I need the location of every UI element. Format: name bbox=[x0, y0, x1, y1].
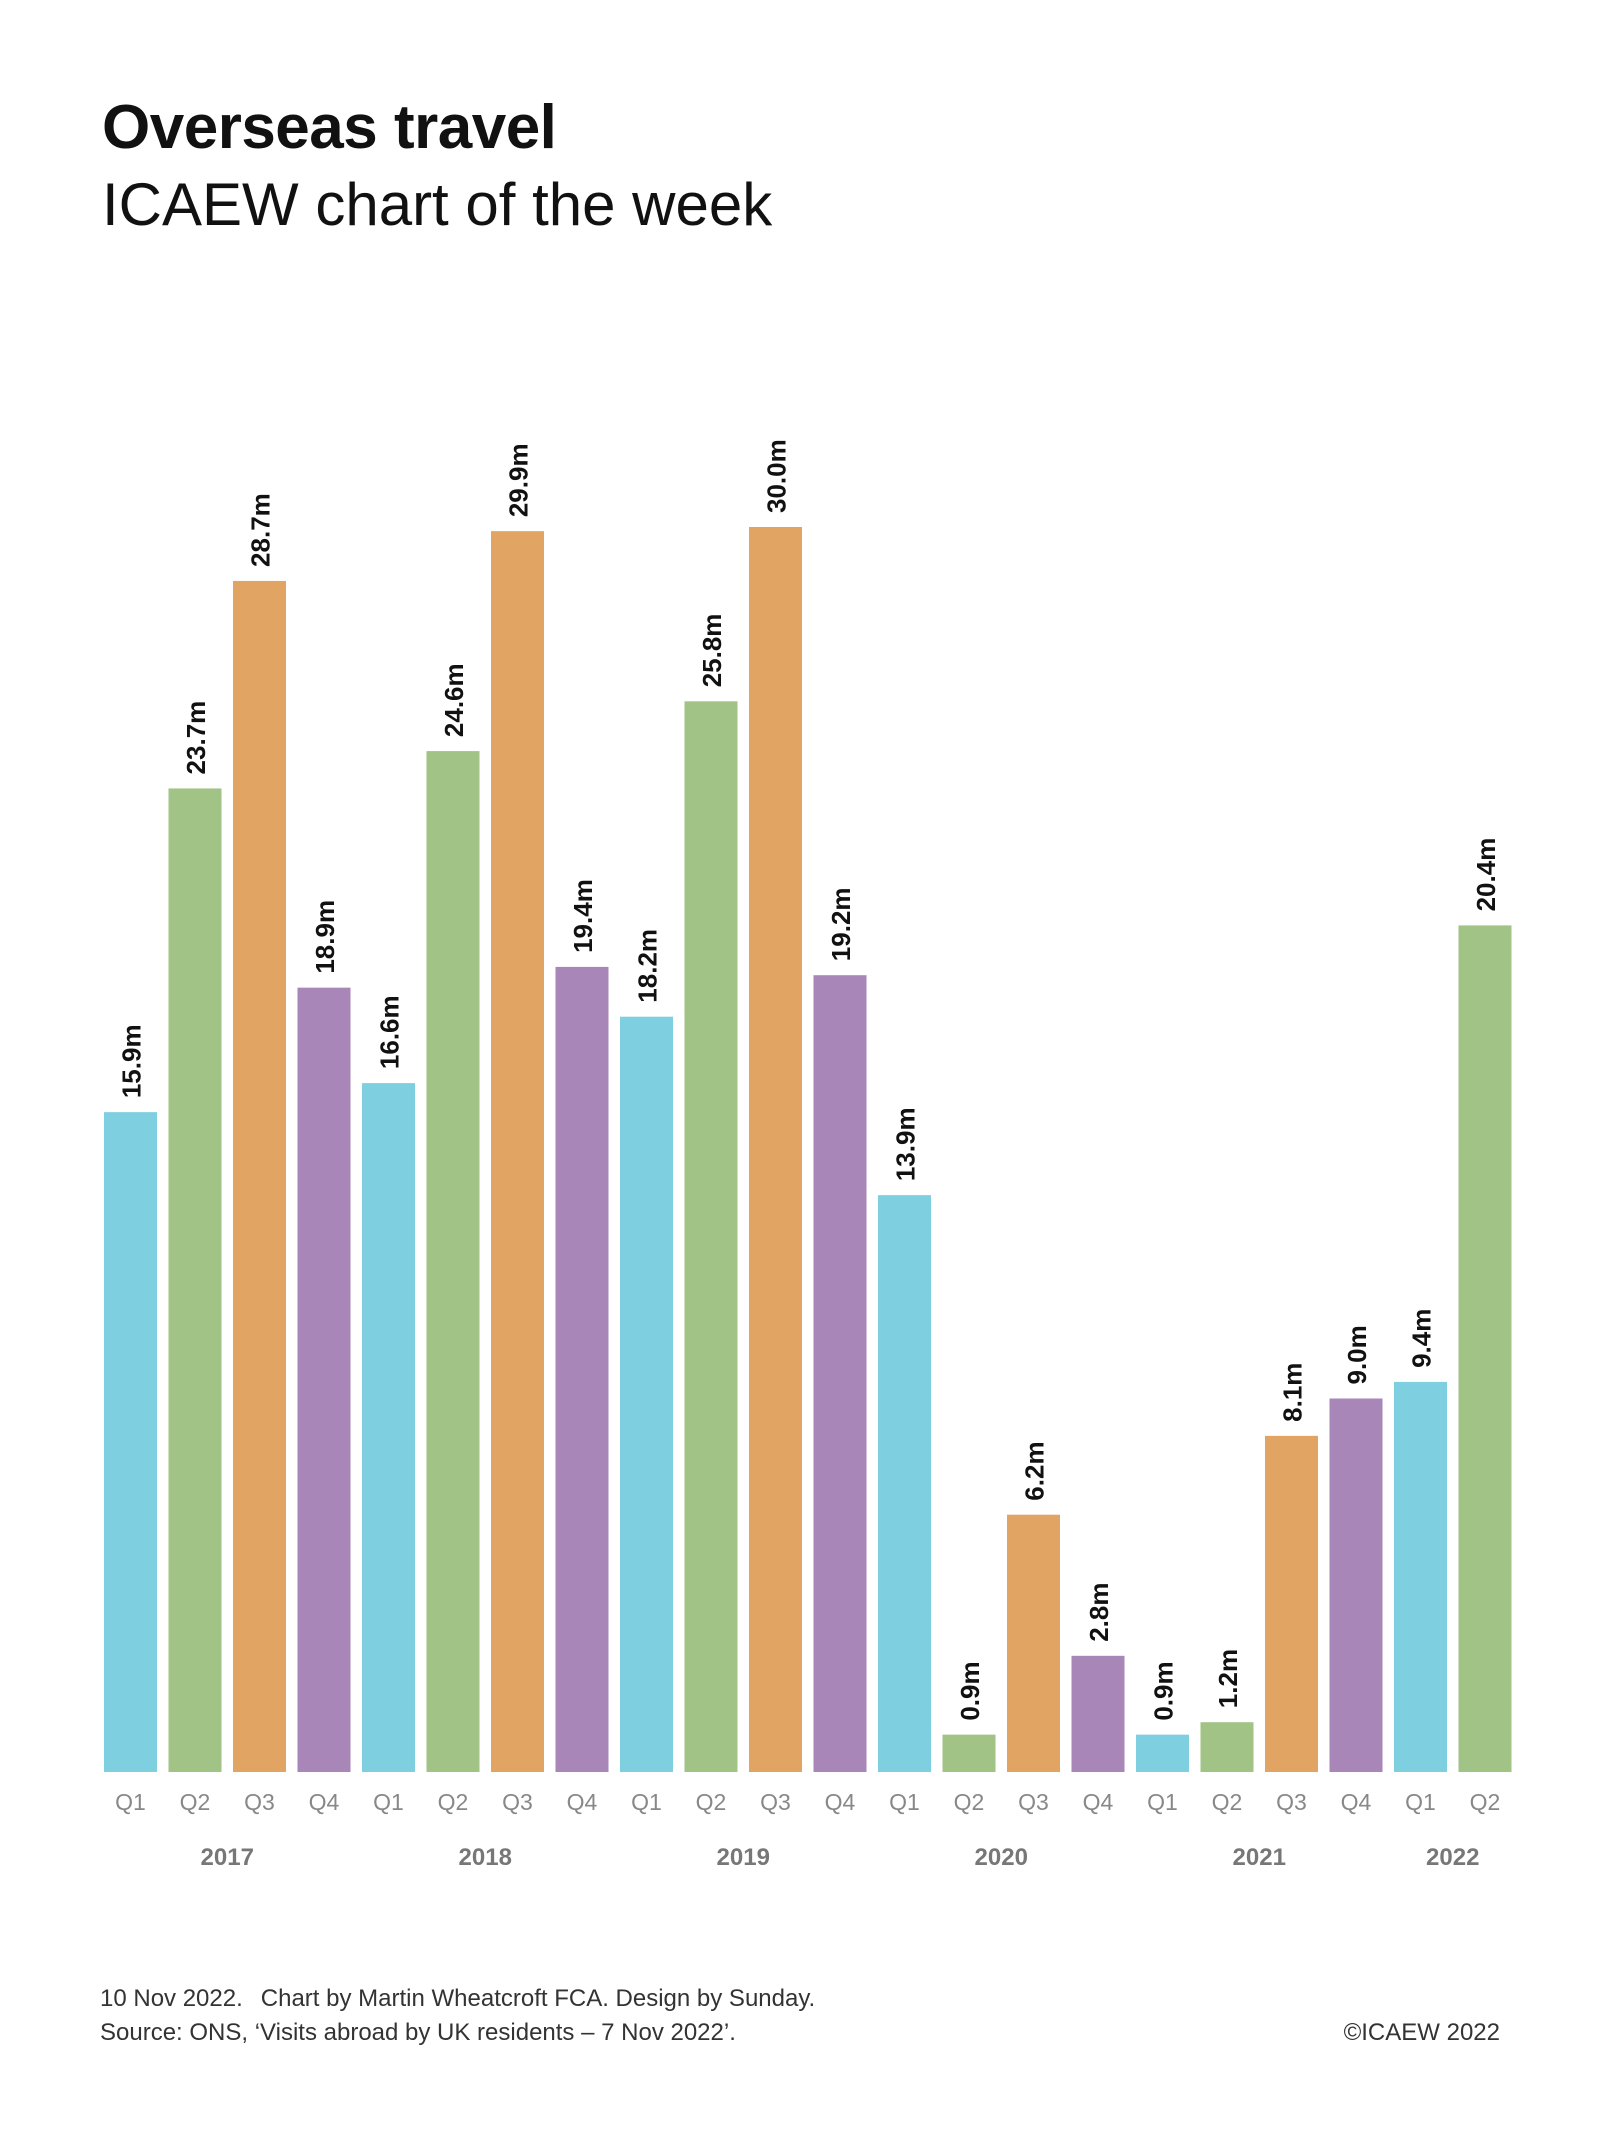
year-label-2021: 2021 bbox=[1233, 1844, 1286, 1871]
bar-2022-q1 bbox=[1394, 1381, 1447, 1772]
footer-copyright: ©ICAEW 2022 bbox=[1343, 2019, 1500, 2046]
value-label: 13.9m bbox=[891, 1107, 921, 1181]
quarter-label: Q4 bbox=[1341, 1789, 1372, 1815]
quarter-label: Q1 bbox=[1147, 1789, 1178, 1815]
bar-2017-q4 bbox=[297, 987, 351, 1772]
footer-credit: Chart by Martin Wheatcroft FCA. Design b… bbox=[260, 1985, 816, 2012]
bar-2019-q1 bbox=[620, 1016, 673, 1772]
value-label: 9.0m bbox=[1342, 1325, 1372, 1384]
bar-2018-q3 bbox=[491, 531, 544, 1772]
quarter-label: Q2 bbox=[1470, 1789, 1501, 1815]
bar-2020-q1 bbox=[878, 1195, 931, 1772]
bar-2020-q3 bbox=[1007, 1514, 1060, 1772]
year-label-2019: 2019 bbox=[717, 1844, 770, 1871]
quarter-label: Q1 bbox=[1405, 1789, 1436, 1815]
value-label: 2.8m bbox=[1084, 1583, 1114, 1642]
quarter-label: Q3 bbox=[1018, 1789, 1049, 1815]
bar-2018-q2 bbox=[426, 751, 480, 1772]
value-label: 6.2m bbox=[1020, 1441, 1050, 1500]
bar-2019-q4 bbox=[813, 975, 867, 1772]
quarter-labels-group: Q1 Q2 Q3 Q4 Q1 Q2 Q3 Q4 Q1 Q2 Q3 Q4 Q1 Q2 Q3 Q4 Q1 Q2 Q3 Q4… bbox=[115, 1789, 1500, 1815]
bar-2017-q3 bbox=[233, 580, 286, 1773]
quarter-label: Q2 bbox=[180, 1789, 211, 1815]
value-label: 25.8m bbox=[697, 614, 727, 688]
bar-2018-q4 bbox=[555, 966, 609, 1772]
value-label: 29.9m bbox=[504, 443, 534, 517]
value-label: 20.4m bbox=[1471, 838, 1501, 912]
bar-2020-q4 bbox=[1071, 1655, 1125, 1772]
value-label: 19.4m bbox=[568, 879, 598, 953]
quarter-label: Q4 bbox=[309, 1789, 340, 1815]
bar-2019-q2 bbox=[684, 701, 738, 1772]
value-label: 23.7m bbox=[181, 701, 211, 775]
value-label: 18.9m bbox=[310, 900, 340, 974]
bar-2020-q2 bbox=[942, 1734, 996, 1772]
quarter-label: Q3 bbox=[760, 1789, 791, 1815]
bar-2021-q1 bbox=[1136, 1734, 1189, 1772]
bars-group bbox=[104, 527, 1512, 1773]
chart-title: Overseas travel bbox=[102, 93, 557, 162]
bar-2019-q3 bbox=[749, 527, 802, 1772]
bar-2017-q1 bbox=[104, 1112, 157, 1772]
footer-date: 10 Nov 2022. bbox=[100, 1985, 243, 2012]
quarter-label: Q2 bbox=[438, 1789, 469, 1815]
value-label: 16.6m bbox=[375, 995, 405, 1069]
year-labels-group: 2017 2018 2019 2020 2021 2022 bbox=[201, 1844, 1480, 1871]
value-label: 0.9m bbox=[955, 1661, 985, 1720]
footer-source: Source: ONS, ‘Visits abroad by UK reside… bbox=[100, 2019, 736, 2046]
bar-2017-q2 bbox=[168, 788, 222, 1772]
quarter-label: Q2 bbox=[696, 1789, 727, 1815]
year-label-2017: 2017 bbox=[201, 1844, 254, 1871]
footer-credits: 10 Nov 2022. Chart by Martin Wheatcroft F… bbox=[100, 1985, 815, 2013]
value-label: 9.4m bbox=[1407, 1309, 1437, 1368]
bar-2021-q2 bbox=[1200, 1722, 1254, 1772]
value-label: 24.6m bbox=[439, 663, 469, 737]
value-label: 1.2m bbox=[1213, 1649, 1243, 1708]
quarter-label: Q1 bbox=[373, 1789, 404, 1815]
value-label: 8.1m bbox=[1278, 1363, 1308, 1422]
chart-subtitle: ICAEW chart of the week bbox=[102, 171, 773, 238]
bar-2021-q3 bbox=[1265, 1435, 1318, 1772]
quarter-label: Q1 bbox=[115, 1789, 146, 1815]
quarter-label: Q3 bbox=[502, 1789, 533, 1815]
year-label-2020: 2020 bbox=[975, 1844, 1028, 1871]
value-label: 28.7m bbox=[246, 493, 276, 567]
year-label-2018: 2018 bbox=[459, 1844, 512, 1871]
bar-2018-q1 bbox=[362, 1083, 415, 1772]
quarter-label: Q4 bbox=[1083, 1789, 1114, 1815]
value-label: 19.2m bbox=[826, 887, 856, 961]
quarter-label: Q4 bbox=[567, 1789, 598, 1815]
quarter-label: Q3 bbox=[1276, 1789, 1307, 1815]
value-label: 30.0m bbox=[762, 439, 792, 513]
value-label: 15.9m bbox=[117, 1024, 147, 1098]
quarter-label: Q1 bbox=[631, 1789, 662, 1815]
quarter-label: Q1 bbox=[889, 1789, 920, 1815]
quarter-label: Q4 bbox=[825, 1789, 856, 1815]
quarter-label: Q2 bbox=[954, 1789, 985, 1815]
year-label-2022: 2022 bbox=[1426, 1844, 1479, 1871]
bar-2021-q4 bbox=[1329, 1398, 1383, 1772]
bar-2022-q2 bbox=[1458, 925, 1512, 1772]
value-label: 18.2m bbox=[633, 929, 663, 1003]
quarter-label: Q2 bbox=[1212, 1789, 1243, 1815]
value-labels-group: 15.9m 23.7m 28.7m 18.9m 16.6m 24.6m 29.9m 19.4m… bbox=[117, 439, 1502, 1720]
value-label: 0.9m bbox=[1149, 1661, 1179, 1720]
quarter-label: Q3 bbox=[244, 1789, 275, 1815]
